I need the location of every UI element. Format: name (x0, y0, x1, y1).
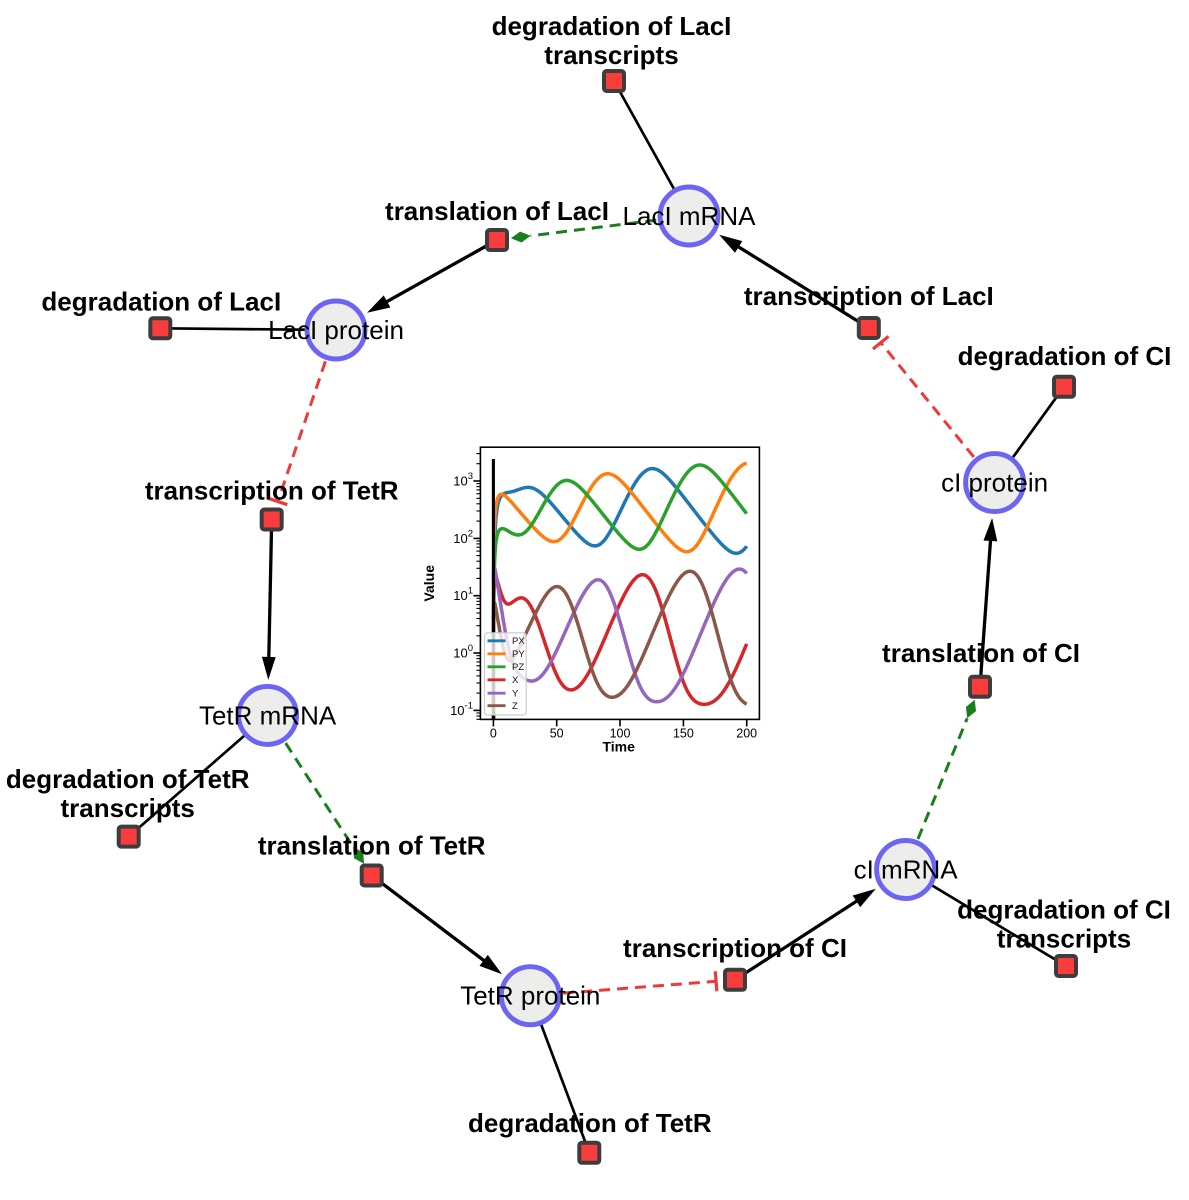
svg-text:transcription of TetR: transcription of TetR (145, 476, 399, 506)
svg-text:translation of CI: translation of CI (882, 638, 1080, 668)
svg-text:degradation of TetR: degradation of TetR (468, 1108, 712, 1138)
svg-text:TetR protein: TetR protein (460, 981, 600, 1011)
svg-text:degradation of LacI: degradation of LacI (492, 11, 732, 41)
svg-text:Time: Time (602, 739, 635, 755)
svg-text:PX: PX (512, 636, 525, 647)
svg-text:TetR mRNA: TetR mRNA (199, 700, 337, 730)
svg-text:0: 0 (490, 726, 497, 740)
svg-text:150: 150 (673, 726, 694, 740)
svg-text:degradation of LacI: degradation of LacI (41, 286, 281, 316)
svg-text:50: 50 (550, 726, 564, 740)
svg-text:200: 200 (736, 726, 757, 740)
svg-text:LacI mRNA: LacI mRNA (623, 201, 757, 231)
svg-text:transcripts: transcripts (997, 923, 1131, 953)
svg-text:X: X (512, 675, 519, 686)
svg-text:PZ: PZ (512, 662, 524, 673)
svg-text:degradation of CI: degradation of CI (957, 894, 1171, 924)
svg-text:Value: Value (421, 565, 437, 602)
svg-text:Z: Z (512, 701, 518, 712)
svg-text:PY: PY (512, 649, 525, 660)
svg-text:cI mRNA: cI mRNA (854, 855, 959, 885)
svg-text:transcripts: transcripts (61, 793, 195, 823)
svg-text:degradation of CI: degradation of CI (958, 341, 1172, 371)
svg-text:degradation of TetR: degradation of TetR (6, 764, 250, 794)
svg-text:LacI protein: LacI protein (268, 315, 404, 345)
svg-text:Y: Y (512, 689, 519, 700)
svg-text:100: 100 (610, 726, 631, 740)
svg-text:transcription of CI: transcription of CI (623, 933, 847, 963)
svg-text:cI protein: cI protein (941, 468, 1048, 498)
svg-text:transcription of LacI: transcription of LacI (744, 281, 994, 311)
svg-text:translation of TetR: translation of TetR (258, 831, 486, 861)
svg-text:transcripts: transcripts (544, 40, 678, 70)
svg-text:translation of LacI: translation of LacI (385, 196, 609, 226)
